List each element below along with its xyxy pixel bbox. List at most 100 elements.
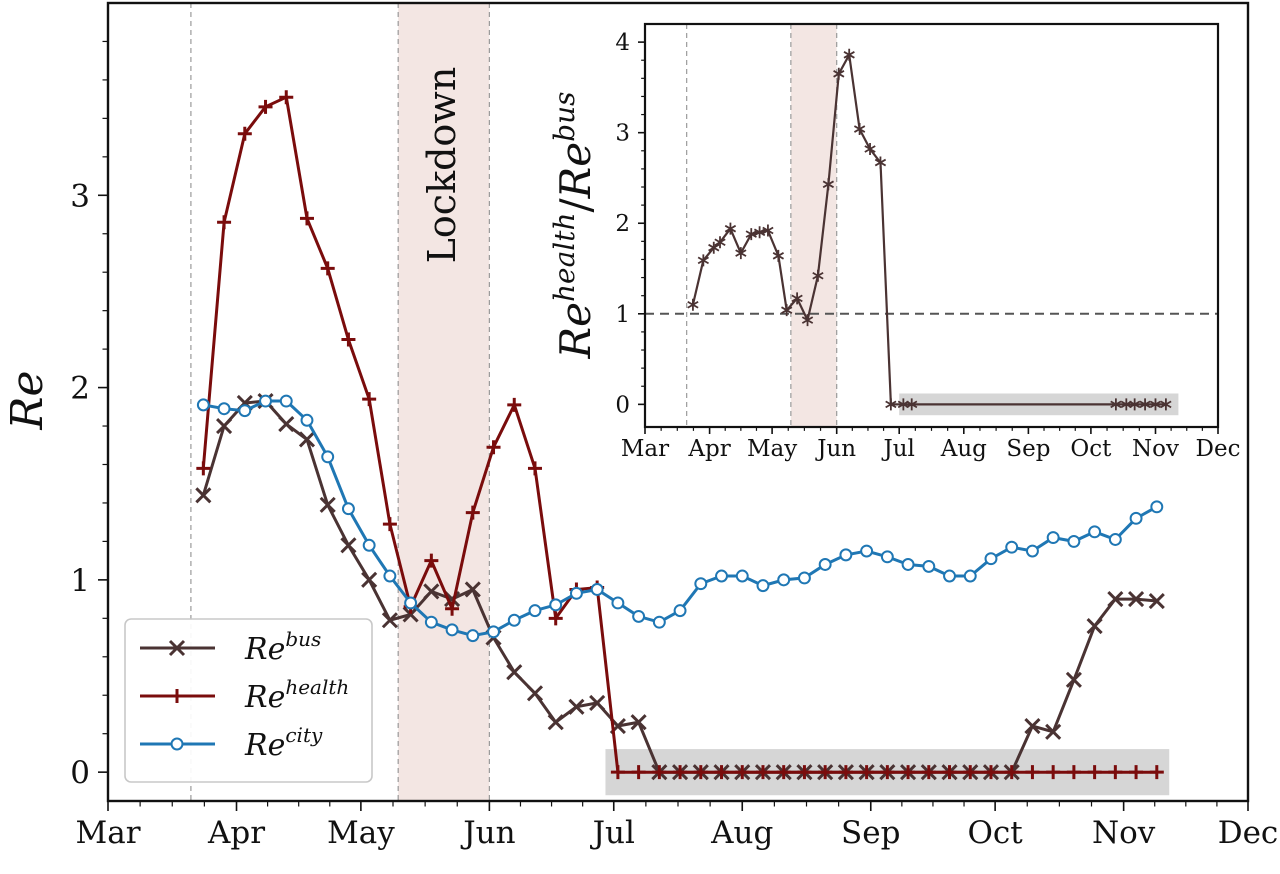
legend-marker-health (170, 689, 184, 703)
point-health-28 (776, 765, 791, 780)
point-health-14 (486, 440, 501, 455)
point-ratio-14 (822, 178, 835, 191)
point-city-5 (300, 413, 314, 427)
point-bus-45 (1128, 591, 1145, 608)
inset-chart: Mar Apr May Jun Jul Aug Sep Oct Nov Dec 0 1 2 3 4 Rehe… (548, 22, 1240, 462)
x-tick-label-3: Jun (815, 436, 856, 462)
point-city-32 (860, 544, 874, 558)
y-tick-label-2: 2 (70, 371, 90, 407)
point-ratio-19 (874, 156, 887, 169)
point-ratio-3 (714, 236, 726, 249)
point-city-1 (217, 402, 231, 416)
point-city-25 (715, 569, 728, 583)
point-bus-17 (547, 714, 564, 731)
point-health-15 (507, 397, 522, 412)
x-tick-label-8: Nov (1132, 436, 1179, 462)
point-health-42 (1066, 765, 1081, 780)
x-tick-label-4: Jul (882, 436, 915, 462)
x-tick-label-7: Oct (968, 815, 1024, 851)
point-city-19 (590, 583, 604, 596)
point-health-39 (1004, 765, 1019, 780)
point-health-4 (279, 90, 294, 105)
point-city-8 (362, 538, 376, 552)
point-health-38 (983, 765, 998, 780)
point-bus-0 (195, 487, 212, 504)
point-health-24 (693, 765, 708, 780)
point-ratio-25 (1129, 398, 1141, 411)
point-city-24 (694, 577, 708, 591)
point-city-28 (777, 573, 791, 587)
legend-label-health: Rehealth (244, 675, 349, 715)
x-tick-label-5: Aug (710, 815, 773, 851)
y-tick-label-3: 3 (70, 178, 90, 214)
point-health-44 (1108, 765, 1123, 780)
point-city-41 (1046, 531, 1060, 545)
x-tick-label-1: Apr (207, 815, 265, 851)
point-ratio-27 (1149, 398, 1162, 411)
point-city-12 (445, 623, 459, 637)
point-bus-10 (402, 606, 419, 623)
point-bus-41 (1045, 723, 1062, 740)
main-y-axis-label: Re (2, 370, 53, 430)
inset-series-layer (687, 48, 1172, 411)
point-bus-6 (319, 496, 336, 513)
legend-marker-city (170, 737, 184, 751)
point-health-8 (362, 392, 377, 407)
point-bus-21 (630, 714, 647, 731)
point-health-3 (258, 99, 273, 114)
inset-background (645, 24, 1218, 427)
point-bus-44 (1107, 591, 1124, 608)
point-city-45 (1129, 511, 1143, 525)
point-city-34 (901, 558, 915, 571)
legend-frame (124, 618, 373, 783)
point-health-45 (1129, 765, 1144, 780)
legend-marker-bus (168, 639, 186, 657)
point-bus-19 (589, 694, 606, 711)
point-ratio-20 (885, 398, 897, 411)
point-city-7 (341, 502, 355, 516)
y-tick-label-3: 3 (615, 121, 630, 147)
x-tick-label-6: Sep (1006, 436, 1050, 462)
x-tick-label-2: May (327, 815, 395, 851)
point-ratio-7 (753, 226, 766, 239)
x-tick-label-5: Aug (940, 436, 987, 462)
point-ratio-5 (735, 247, 747, 260)
point-health-34 (901, 765, 916, 780)
point-city-46 (1150, 500, 1164, 514)
point-bus-11 (423, 583, 440, 600)
point-bus-16 (526, 685, 544, 702)
point-bus-43 (1086, 617, 1103, 635)
x-tick-label-7: Oct (1070, 436, 1112, 462)
point-ratio-26 (1139, 398, 1151, 411)
main-axes: Mar Apr May Jun Jul Aug Sep Oct Nov Dec 0 1 2 3 (70, 1, 1278, 851)
point-city-9 (383, 569, 397, 583)
legend-label-city: Recity (244, 723, 323, 763)
point-health-21 (631, 765, 646, 780)
point-health-12 (445, 601, 460, 616)
point-city-37 (963, 569, 977, 583)
point-ratio-28 (1160, 398, 1172, 411)
point-health-7 (341, 332, 356, 347)
point-health-23 (673, 765, 688, 780)
point-health-30 (818, 765, 833, 780)
point-bus-13 (464, 581, 481, 598)
lockdown-annotation: Lockdown (420, 67, 464, 264)
point-health-36 (942, 765, 957, 780)
y-tick-label-1: 1 (615, 302, 630, 328)
point-city-4 (279, 394, 293, 408)
point-ratio-11 (791, 292, 803, 305)
point-ratio-6 (745, 228, 757, 241)
point-health-5 (299, 211, 314, 226)
x-tick-label-0: Mar (75, 815, 140, 851)
point-city-3 (259, 394, 272, 408)
x-tick-label-1: Apr (687, 436, 730, 462)
point-health-26 (735, 765, 750, 780)
point-ratio-23 (1110, 398, 1122, 411)
point-health-1 (217, 215, 232, 230)
point-health-25 (714, 765, 729, 780)
point-bus-8 (361, 571, 378, 588)
y-tick-label-1: 1 (70, 563, 90, 599)
point-health-41 (1046, 765, 1061, 780)
legend: Rebus Rehealth Recity (124, 618, 373, 783)
